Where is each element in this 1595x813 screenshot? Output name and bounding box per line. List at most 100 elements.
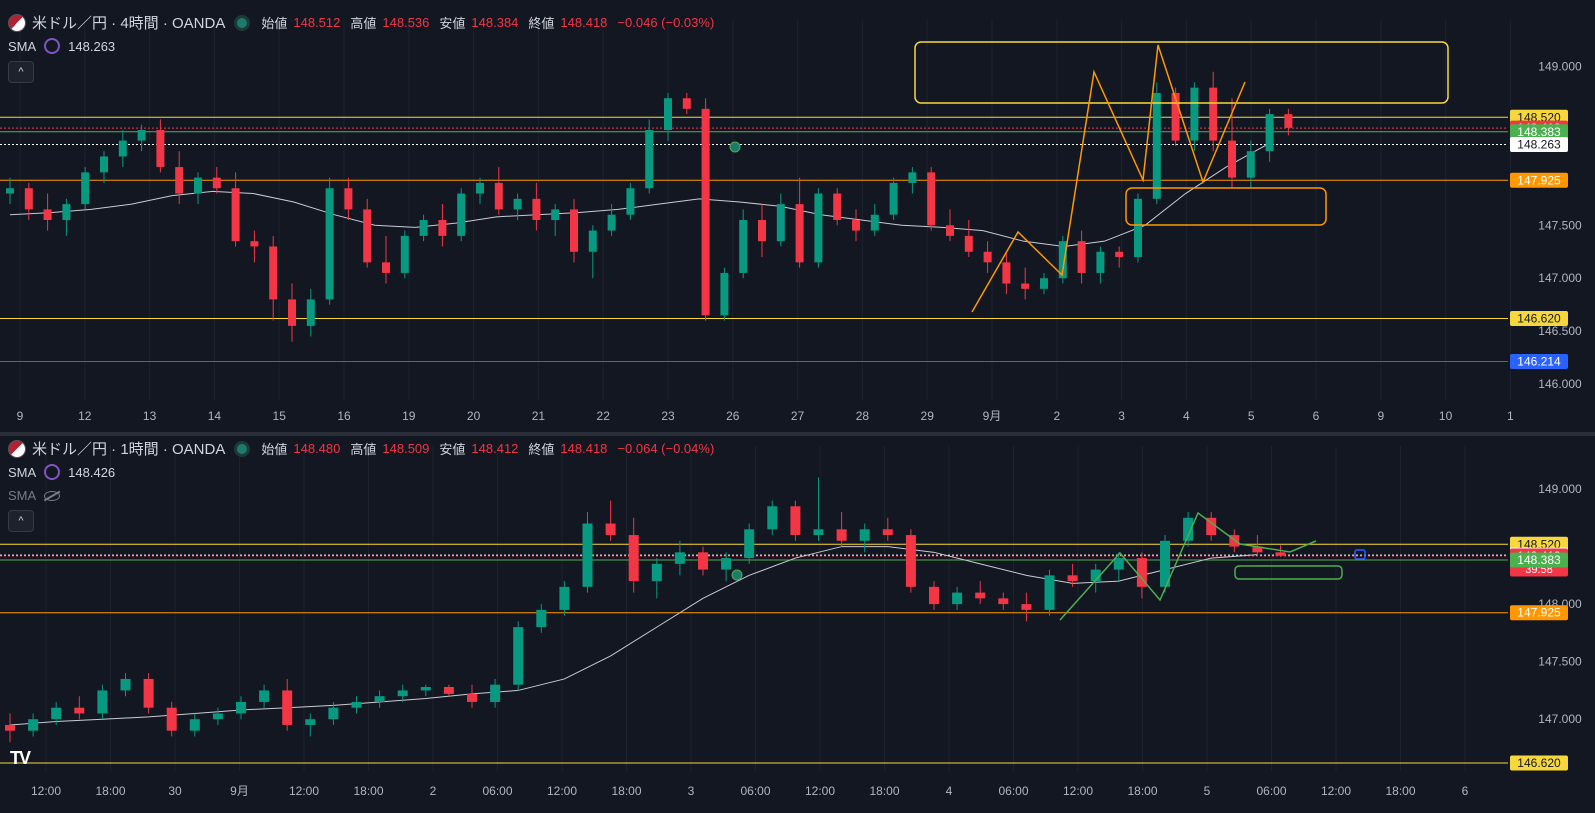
sma-label: SMA xyxy=(8,38,37,54)
price-label-box xyxy=(1510,552,1568,568)
candle-body xyxy=(813,529,824,536)
x-tick-label: 9月 xyxy=(983,409,1002,423)
candle-body xyxy=(363,209,372,263)
candle-body xyxy=(532,198,541,220)
sma-legend-4h[interactable]: SMA 148.263 xyxy=(8,38,115,54)
alert-marker-icon xyxy=(1354,549,1366,560)
x-tick-label: 12:00 xyxy=(547,784,577,798)
symbol-title-4h[interactable]: 米ドル／円 · 4時間 · OANDA xyxy=(32,15,226,32)
candle-body xyxy=(397,690,408,697)
symbol-title-1h[interactable]: 米ドル／円 · 1時間 · OANDA xyxy=(32,441,226,458)
candle-body xyxy=(100,156,108,173)
candle-body xyxy=(81,172,90,205)
collapse-legend-button[interactable]: ^ xyxy=(8,61,34,83)
candle-body xyxy=(1190,87,1199,141)
candle-body xyxy=(400,235,409,273)
y-tick-label: 146.000 xyxy=(1538,377,1582,391)
x-tick-label: 12:00 xyxy=(1063,784,1093,798)
x-tick-label: 15 xyxy=(273,409,287,423)
usd-jpy-flag-icon xyxy=(8,439,26,458)
candle-body xyxy=(1152,92,1161,199)
candle-body xyxy=(682,98,691,109)
price-label: 148.383 xyxy=(1517,553,1561,567)
x-tick-label: 6 xyxy=(1462,784,1469,798)
candle-body xyxy=(833,193,842,220)
x-tick-label: 9月 xyxy=(230,784,249,798)
y-tick-label: 147.500 xyxy=(1538,218,1582,232)
candle-body xyxy=(674,552,685,564)
high-value: 148.536 xyxy=(382,15,430,30)
candle-body xyxy=(905,535,916,587)
wave-drawing xyxy=(1059,511,1317,621)
candle-body xyxy=(351,701,362,708)
candle-body xyxy=(467,693,477,702)
x-tick-label: 29 xyxy=(921,409,935,423)
tradingview-logo[interactable]: TV xyxy=(10,748,31,768)
price-label: 148.383 xyxy=(1517,125,1561,139)
chart-pane-1h[interactable]: 149.000 148.000 147.500 147.000 12:00 18:00 30… xyxy=(0,436,1595,813)
x-tick-label: 5 xyxy=(1248,409,1255,423)
symbol-legend-4h: 米ドル／円 · 4時間 · OANDA 始値 148.512 高値 148.536 … xyxy=(8,12,718,33)
candle-body xyxy=(6,188,14,194)
pane-divider[interactable] xyxy=(0,432,1595,436)
price-label: 147.925 xyxy=(1517,606,1561,620)
candle-body xyxy=(1090,569,1101,582)
price-label-box xyxy=(1510,353,1568,369)
candle-body xyxy=(814,193,823,263)
x-tick-label: 06:00 xyxy=(740,784,770,798)
candle-body xyxy=(721,558,732,570)
candle-body xyxy=(175,167,184,194)
x-tick-label: 6 xyxy=(1313,409,1320,423)
candle-body xyxy=(269,246,278,300)
candle-body xyxy=(494,182,503,210)
sma-label: SMA xyxy=(8,464,37,480)
candle-body xyxy=(582,523,593,587)
resistance-zone-box xyxy=(914,41,1449,104)
collapse-legend-button[interactable]: ^ xyxy=(8,510,34,532)
usd-jpy-flag-icon xyxy=(8,13,26,32)
candle-body xyxy=(62,204,71,220)
candle-body xyxy=(882,529,893,536)
x-tick-label: 06:00 xyxy=(482,784,512,798)
candle-body xyxy=(744,529,755,559)
candle-body xyxy=(1134,198,1142,258)
high-label: 高値 xyxy=(350,442,377,457)
low-label: 安値 xyxy=(439,16,466,31)
candle-body xyxy=(952,592,963,605)
x-tick-label: 18:00 xyxy=(95,784,125,798)
candle-body xyxy=(28,719,39,731)
sma-settings-icon[interactable] xyxy=(44,464,61,480)
candle-body xyxy=(536,609,547,628)
hidden-eye-icon[interactable] xyxy=(44,490,61,501)
x-tick-label: 5 xyxy=(1204,784,1211,798)
candle-body xyxy=(51,707,62,720)
candle-body xyxy=(1160,540,1170,587)
chart-pane-4h[interactable]: 149.000 147.500 147.000 146.500 146.000 9 12 13… xyxy=(0,0,1595,432)
price-label-box xyxy=(1510,137,1568,153)
sma-legend-1h[interactable]: SMA 148.426 xyxy=(8,464,115,480)
price-label-box xyxy=(1510,124,1568,140)
price-label-box xyxy=(1510,755,1568,771)
sma-settings-icon[interactable] xyxy=(44,38,61,54)
sma2-legend-1h[interactable]: SMA xyxy=(8,488,61,503)
x-tick-label: 12:00 xyxy=(31,784,61,798)
candle-body xyxy=(212,177,221,189)
candle-body xyxy=(420,686,431,691)
candle-body xyxy=(1067,575,1078,582)
x-tick-label: 20 xyxy=(467,409,481,423)
candle-body xyxy=(1246,151,1255,178)
y-tick-label: 147.000 xyxy=(1538,271,1582,285)
x-tick-label: 28 xyxy=(856,409,870,423)
open-label: 始値 xyxy=(261,442,288,457)
x-tick-label: 06:00 xyxy=(1256,784,1286,798)
candle-body xyxy=(1115,251,1124,258)
candle-body xyxy=(344,188,353,210)
x-tick-label: 27 xyxy=(791,409,805,423)
price-label-box xyxy=(1510,310,1568,326)
candle-body xyxy=(852,220,860,231)
x-tick-label: 22 xyxy=(597,409,611,423)
candle-body xyxy=(651,563,662,582)
candle-body xyxy=(166,707,177,731)
